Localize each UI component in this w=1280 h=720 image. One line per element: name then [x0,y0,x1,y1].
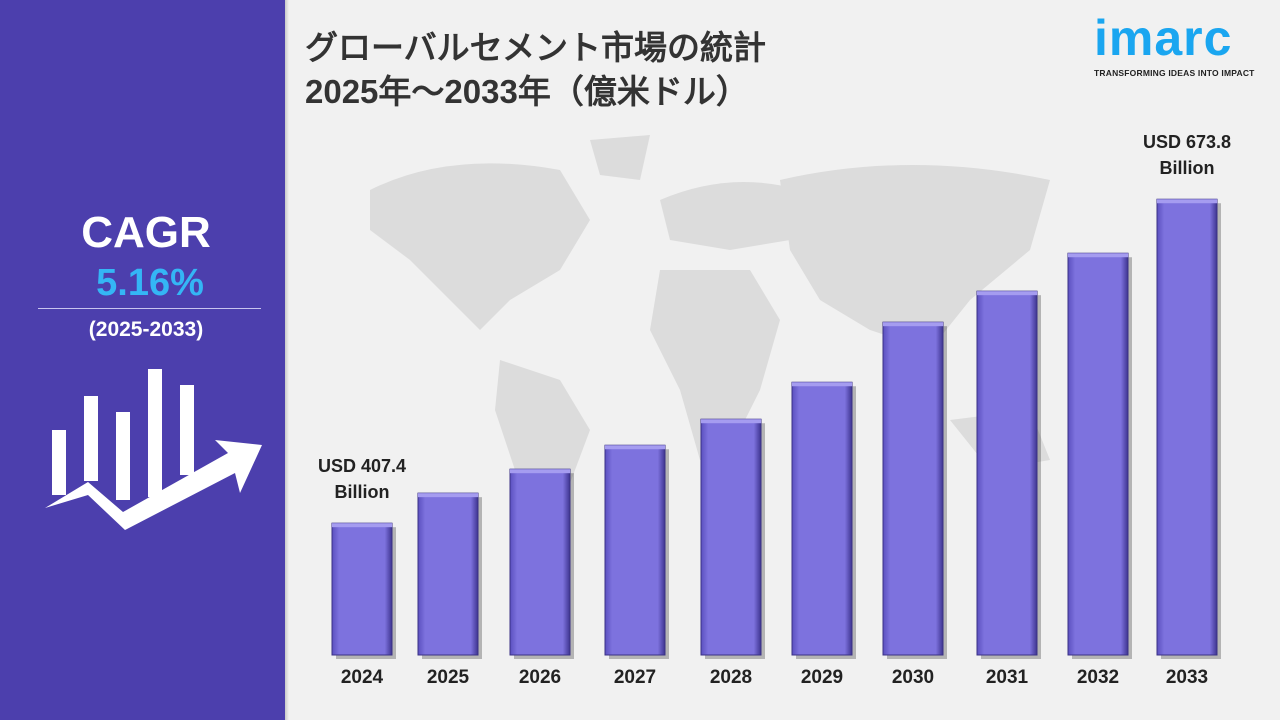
cagr-period: (2025-2033) [88,318,204,341]
bar-top-highlight [418,493,478,498]
bar-top-highlight [1157,199,1217,204]
bar-top-highlight [605,445,665,450]
x-tick-label: 2025 [427,667,470,688]
bar-2031 [976,290,1038,656]
bar-2028 [700,418,762,656]
chart-title: グローバルセメント市場の統計 2025年～2033年（億米ドル） [305,26,766,114]
cagr-panel [0,0,285,720]
bar-2024 [331,522,393,656]
world-map-background [370,135,1050,540]
imarc-logo: imarc TRANSFORMING IDEAS INTO IMPACT [1094,8,1264,78]
bar-top-highlight [792,382,852,387]
title-line-2: 2025年～2033年（億米ドル） [305,73,749,110]
bar-2030 [882,321,944,656]
data-label-2024: USD 407.4 Billion [292,453,432,505]
x-tick-label: 2024 [341,667,384,688]
data-label-unit: Billion [334,482,390,503]
data-label-unit: Billion [1159,158,1215,179]
title-line-1: グローバルセメント市場の統計 [305,29,767,66]
bar-2025 [417,492,479,656]
data-label-value: USD 673.8 [1142,132,1232,153]
cagr-value: 5.16% [96,262,204,304]
x-tick-label: 2029 [801,667,843,688]
bar-top-highlight [510,469,570,474]
panel-shadow [285,0,289,720]
bar-top-highlight [883,322,943,327]
data-label-value: USD 407.4 [317,456,407,477]
bar-2033 [1156,198,1218,656]
bar-2027 [604,444,666,656]
bar-top-highlight [1068,253,1128,258]
growth-chart-icon [45,369,262,530]
cagr-label: CAGR [81,208,211,257]
bar-2032 [1067,252,1129,656]
logo-tagline: TRANSFORMING IDEAS INTO IMPACT [1094,68,1255,78]
logo-wordmark: imarc [1094,10,1233,66]
x-tick-label: 2033 [1166,667,1208,688]
x-tick-label: 2032 [1077,667,1119,688]
x-tick-label: 2028 [710,667,752,688]
bar-2026 [509,468,571,656]
x-tick-label: 2031 [986,667,1029,688]
bar-top-highlight [332,523,392,528]
divider [38,308,261,309]
bar-top-highlight [977,291,1037,296]
bar-2029 [791,381,853,656]
data-label-2033: USD 673.8 Billion [1117,129,1257,181]
x-tick-label: 2026 [519,667,561,688]
x-tick-label: 2027 [614,667,656,688]
x-tick-label: 2030 [892,667,934,688]
bar-top-highlight [701,419,761,424]
